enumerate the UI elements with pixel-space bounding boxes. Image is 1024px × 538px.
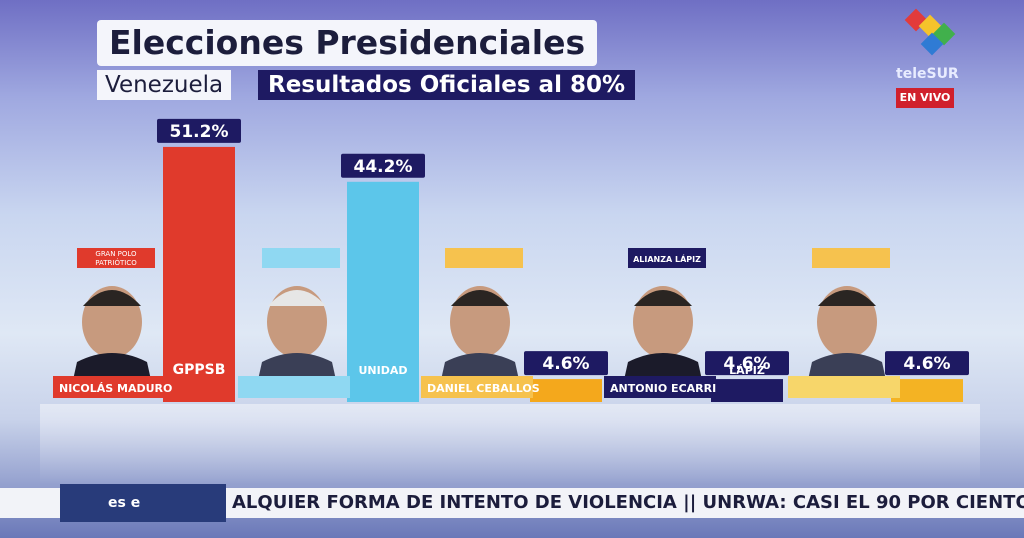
value-label-box-0 [157,118,241,143]
bar-3 [711,379,783,402]
chart-title: Elecciones Presidenciales [97,20,598,66]
value-label-2: 4.6% [542,354,589,374]
name-bar-0 [53,376,165,398]
photo-hair-0 [83,290,141,306]
name-bar-3 [604,376,716,398]
party-box-1 [262,248,340,268]
live-badge: EN VIVO [896,88,954,108]
country-label: Venezuela [97,70,232,100]
value-label-box-2 [524,351,608,376]
party-label-3: ALIANZA LÁPIZ [633,253,701,264]
photo-body-3 [624,353,702,380]
bar-mark-0: GPPSB [173,362,226,378]
channel-name: teleSUR [896,66,959,82]
value-label-3: 4.6% [723,354,770,374]
value-label-box-3 [705,351,789,376]
photo-body-0 [73,353,151,380]
bar-1 [347,181,419,402]
bar-mark-1: UNIDAD [358,364,407,377]
photo-hair-4 [818,290,876,306]
bar-0 [163,146,235,402]
candidate-name-3: ANTONIO ECARRI [610,382,716,395]
bar-2 [530,379,602,402]
bar-mark-3: LÁPIZ [729,364,765,377]
party-box-3 [628,248,706,268]
name-bar-2 [421,376,533,398]
photo-hair-2 [451,290,509,306]
candidate-name-0: NICOLÁS MADURO [59,382,172,395]
ticker-label: es e [60,484,226,522]
bar-4 [891,379,963,402]
photo-hair-3 [634,290,692,306]
photo-body-1 [258,353,336,380]
photo-body-4 [808,353,886,380]
party-box-0 [77,248,155,268]
value-label-box-4 [885,351,969,376]
floor-reflection [40,404,980,484]
photo-body-2 [441,353,519,380]
value-label-0: 51.2% [170,122,229,142]
value-label-box-1 [341,153,425,178]
value-label-4: 4.6% [903,354,950,374]
value-label-1: 44.2% [354,157,413,177]
party-box-4 [812,248,890,268]
name-bar-1 [238,376,350,398]
photo-hair-1 [268,290,326,306]
party-label-0-a: GRAN POLO [95,250,137,258]
ticker-text: ALQUIER FORMA DE INTENTO DE VIOLENCIA ||… [232,492,1024,513]
party-box-2 [445,248,523,268]
candidate-name-2: DANIEL CEBALLOS [427,382,540,395]
chart-subtitle: Resultados Oficiales al 80% [258,70,636,100]
name-bar-4 [788,376,900,398]
party-label-0-b: PATRIÓTICO [95,258,137,267]
